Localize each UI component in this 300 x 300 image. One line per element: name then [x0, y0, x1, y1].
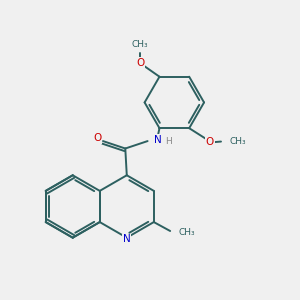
Text: H: H — [165, 137, 172, 146]
Text: CH₃: CH₃ — [230, 137, 247, 146]
Text: CH₃: CH₃ — [178, 228, 195, 237]
Text: O: O — [136, 58, 144, 68]
Text: N: N — [154, 135, 162, 145]
Text: N: N — [123, 234, 131, 244]
Text: CH₃: CH₃ — [132, 40, 148, 49]
Text: O: O — [94, 133, 102, 143]
Text: O: O — [206, 137, 214, 147]
